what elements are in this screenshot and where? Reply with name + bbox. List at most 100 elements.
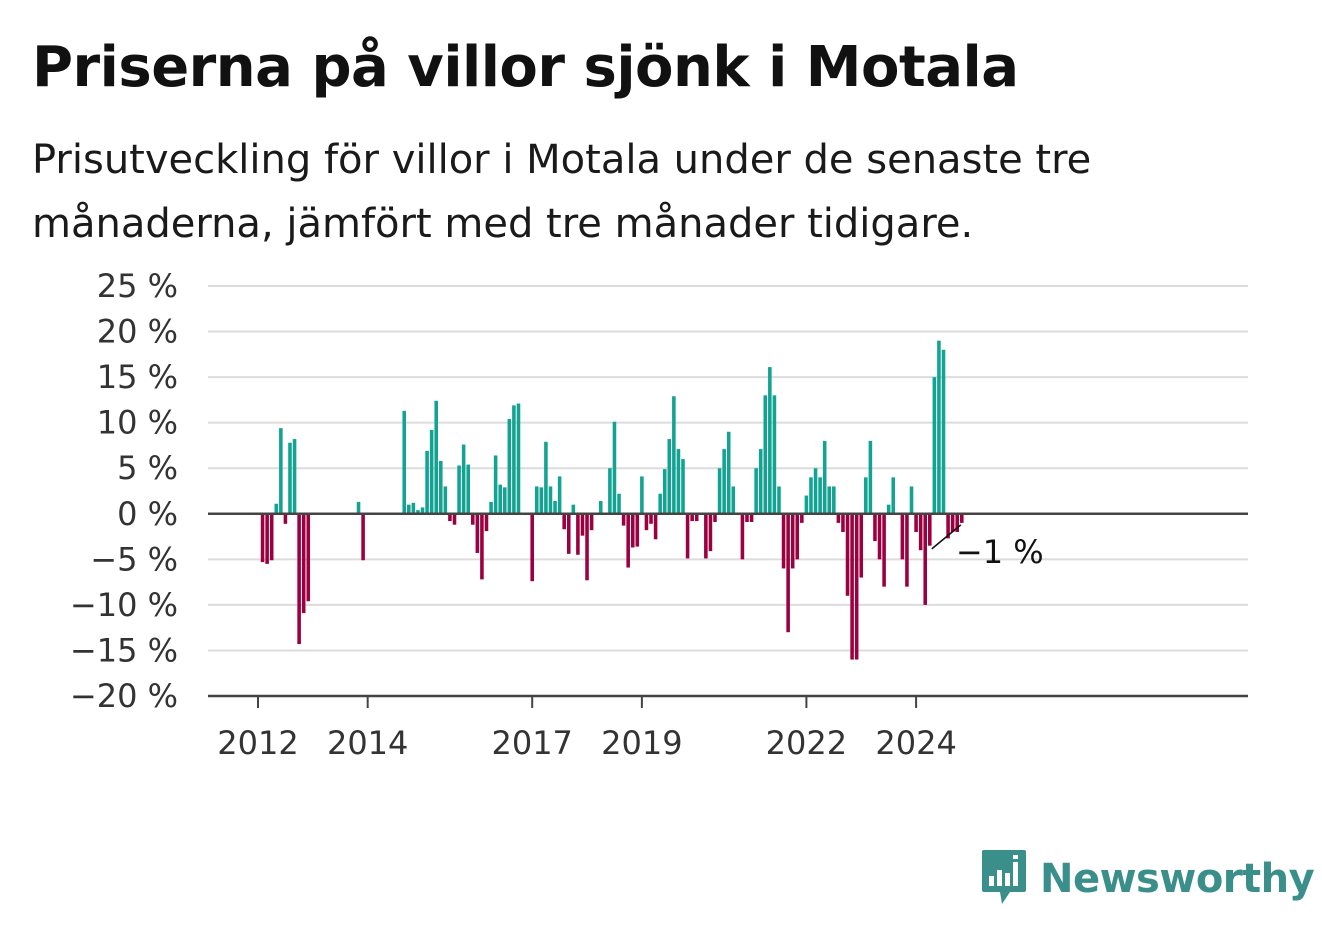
bar (585, 513, 589, 581)
bar (512, 405, 516, 514)
bar (859, 513, 864, 578)
bar (868, 440, 873, 514)
bar (877, 513, 882, 560)
bar (571, 504, 576, 514)
y-tick-label: −20 % (70, 677, 178, 715)
bar (425, 450, 429, 514)
bar (745, 513, 749, 522)
bar (955, 513, 959, 532)
bar (841, 513, 845, 532)
y-tick-label: 0 % (117, 495, 178, 533)
bars (260, 340, 964, 660)
bar (617, 493, 621, 514)
bar (832, 486, 836, 514)
bar (548, 486, 553, 514)
bar (356, 501, 361, 514)
bar (681, 459, 685, 514)
bar (457, 465, 461, 514)
y-tick-label: 5 % (117, 449, 178, 487)
bar (443, 486, 448, 514)
bar (932, 377, 937, 514)
bar (269, 513, 274, 561)
x-tick-label: 2024 (875, 724, 956, 762)
y-tick-label: 10 % (97, 404, 178, 442)
bar (850, 513, 854, 660)
bar (653, 513, 658, 540)
bar (749, 513, 754, 522)
bar (928, 513, 932, 546)
y-tick-label: −10 % (70, 586, 178, 624)
x-tick-label: 2022 (766, 724, 847, 762)
bar (886, 504, 891, 514)
bar (758, 449, 763, 514)
bar (822, 440, 827, 514)
bar (626, 513, 630, 568)
bar (813, 468, 818, 514)
bar (407, 504, 411, 514)
bar (937, 340, 941, 514)
bar (576, 513, 580, 555)
bar (484, 513, 489, 532)
bar (914, 513, 918, 532)
bar (854, 513, 859, 660)
bar (562, 513, 566, 530)
bar (918, 513, 923, 551)
chart-subtitle: Prisutveckling för villor i Motala under… (32, 137, 1092, 247)
bar (658, 493, 662, 514)
x-tick-label: 2012 (217, 724, 298, 762)
bar (800, 513, 804, 523)
bar (809, 477, 813, 514)
bar (827, 486, 832, 514)
bar (754, 468, 758, 514)
bar (891, 477, 896, 514)
bar (795, 513, 800, 560)
bar (539, 487, 544, 514)
bar (662, 469, 667, 514)
bar (740, 513, 745, 560)
bar (402, 410, 407, 514)
bar (772, 395, 777, 514)
bar (909, 486, 914, 514)
bar (781, 513, 786, 569)
bar (786, 513, 790, 633)
bar (475, 513, 480, 553)
bar (708, 513, 713, 552)
bar (598, 501, 603, 514)
bar (361, 513, 365, 561)
bar (498, 484, 502, 514)
bar (461, 444, 466, 514)
bar (589, 513, 594, 531)
bar (649, 513, 653, 524)
bar (301, 513, 306, 614)
bar (420, 507, 425, 514)
bar (608, 468, 612, 514)
bar (722, 449, 726, 514)
bar (690, 513, 694, 522)
bar (818, 477, 822, 514)
bar (612, 421, 617, 514)
bar (640, 476, 644, 514)
bar (452, 513, 457, 525)
bar (292, 439, 297, 514)
bar (726, 431, 731, 514)
bar (905, 513, 909, 587)
bar (544, 441, 548, 514)
axes (208, 512, 1248, 708)
bar (530, 513, 534, 582)
bar (667, 439, 672, 514)
annotation-leader (931, 524, 962, 550)
bar (777, 486, 781, 514)
bar (960, 513, 964, 523)
bar (621, 513, 626, 526)
bar (804, 495, 809, 514)
bar (260, 513, 265, 563)
bar (297, 513, 301, 645)
bar (448, 513, 452, 522)
bar (466, 464, 471, 514)
bar (713, 513, 717, 522)
bar (306, 513, 311, 602)
x-tick-label: 2019 (601, 724, 682, 762)
bar (429, 429, 434, 514)
bar (489, 501, 493, 514)
